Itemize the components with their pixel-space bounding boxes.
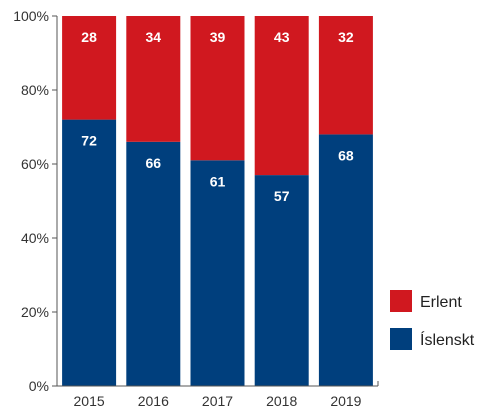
bar-segment — [254, 175, 309, 386]
y-tick-label: 60% — [21, 156, 49, 172]
bar-segment — [62, 16, 117, 120]
legend-label: Erlent — [420, 294, 462, 311]
y-tick-label: 40% — [21, 230, 49, 246]
bar-value-label: 68 — [338, 147, 354, 163]
legend: Erlent Íslenskt — [390, 290, 475, 350]
legend-swatch — [390, 290, 412, 312]
x-tick-label: 2018 — [266, 393, 297, 409]
bar-segment — [190, 160, 245, 386]
y-tick-label: 80% — [21, 82, 49, 98]
bars: 72 28 66 34 61 39 57 43 68 32 — [62, 16, 373, 386]
legend-swatch — [390, 328, 412, 350]
legend-label: Íslenskt — [420, 330, 475, 349]
y-axis: 0% 20% 40% 60% 80% 100% — [13, 8, 58, 394]
bar-segment — [126, 141, 181, 386]
bar-value-label: 32 — [338, 29, 354, 45]
x-tick-label: 2016 — [138, 393, 169, 409]
bar-segment — [190, 16, 245, 161]
bar-segment — [126, 16, 181, 142]
x-tick-label: 2017 — [202, 393, 233, 409]
y-tick-label: 100% — [13, 8, 49, 24]
bar-value-label: 34 — [146, 29, 162, 45]
y-tick-label: 0% — [29, 378, 49, 394]
x-axis: 2015 2016 2017 2018 2019 — [57, 381, 379, 409]
bar-value-label: 66 — [146, 155, 162, 171]
bar-value-label: 28 — [81, 29, 97, 45]
bar-value-label: 57 — [274, 188, 290, 204]
bar-segment — [318, 16, 373, 135]
bar-value-label: 72 — [81, 133, 97, 149]
bar-segment — [62, 119, 117, 386]
bar-value-label: 43 — [274, 29, 290, 45]
bar-value-label: 61 — [210, 173, 226, 189]
bar-value-label: 39 — [210, 29, 226, 45]
bar-segment — [318, 134, 373, 386]
bar-segment — [254, 16, 309, 176]
x-tick-label: 2019 — [330, 393, 361, 409]
x-tick-label: 2015 — [74, 393, 105, 409]
y-tick-label: 20% — [21, 304, 49, 320]
